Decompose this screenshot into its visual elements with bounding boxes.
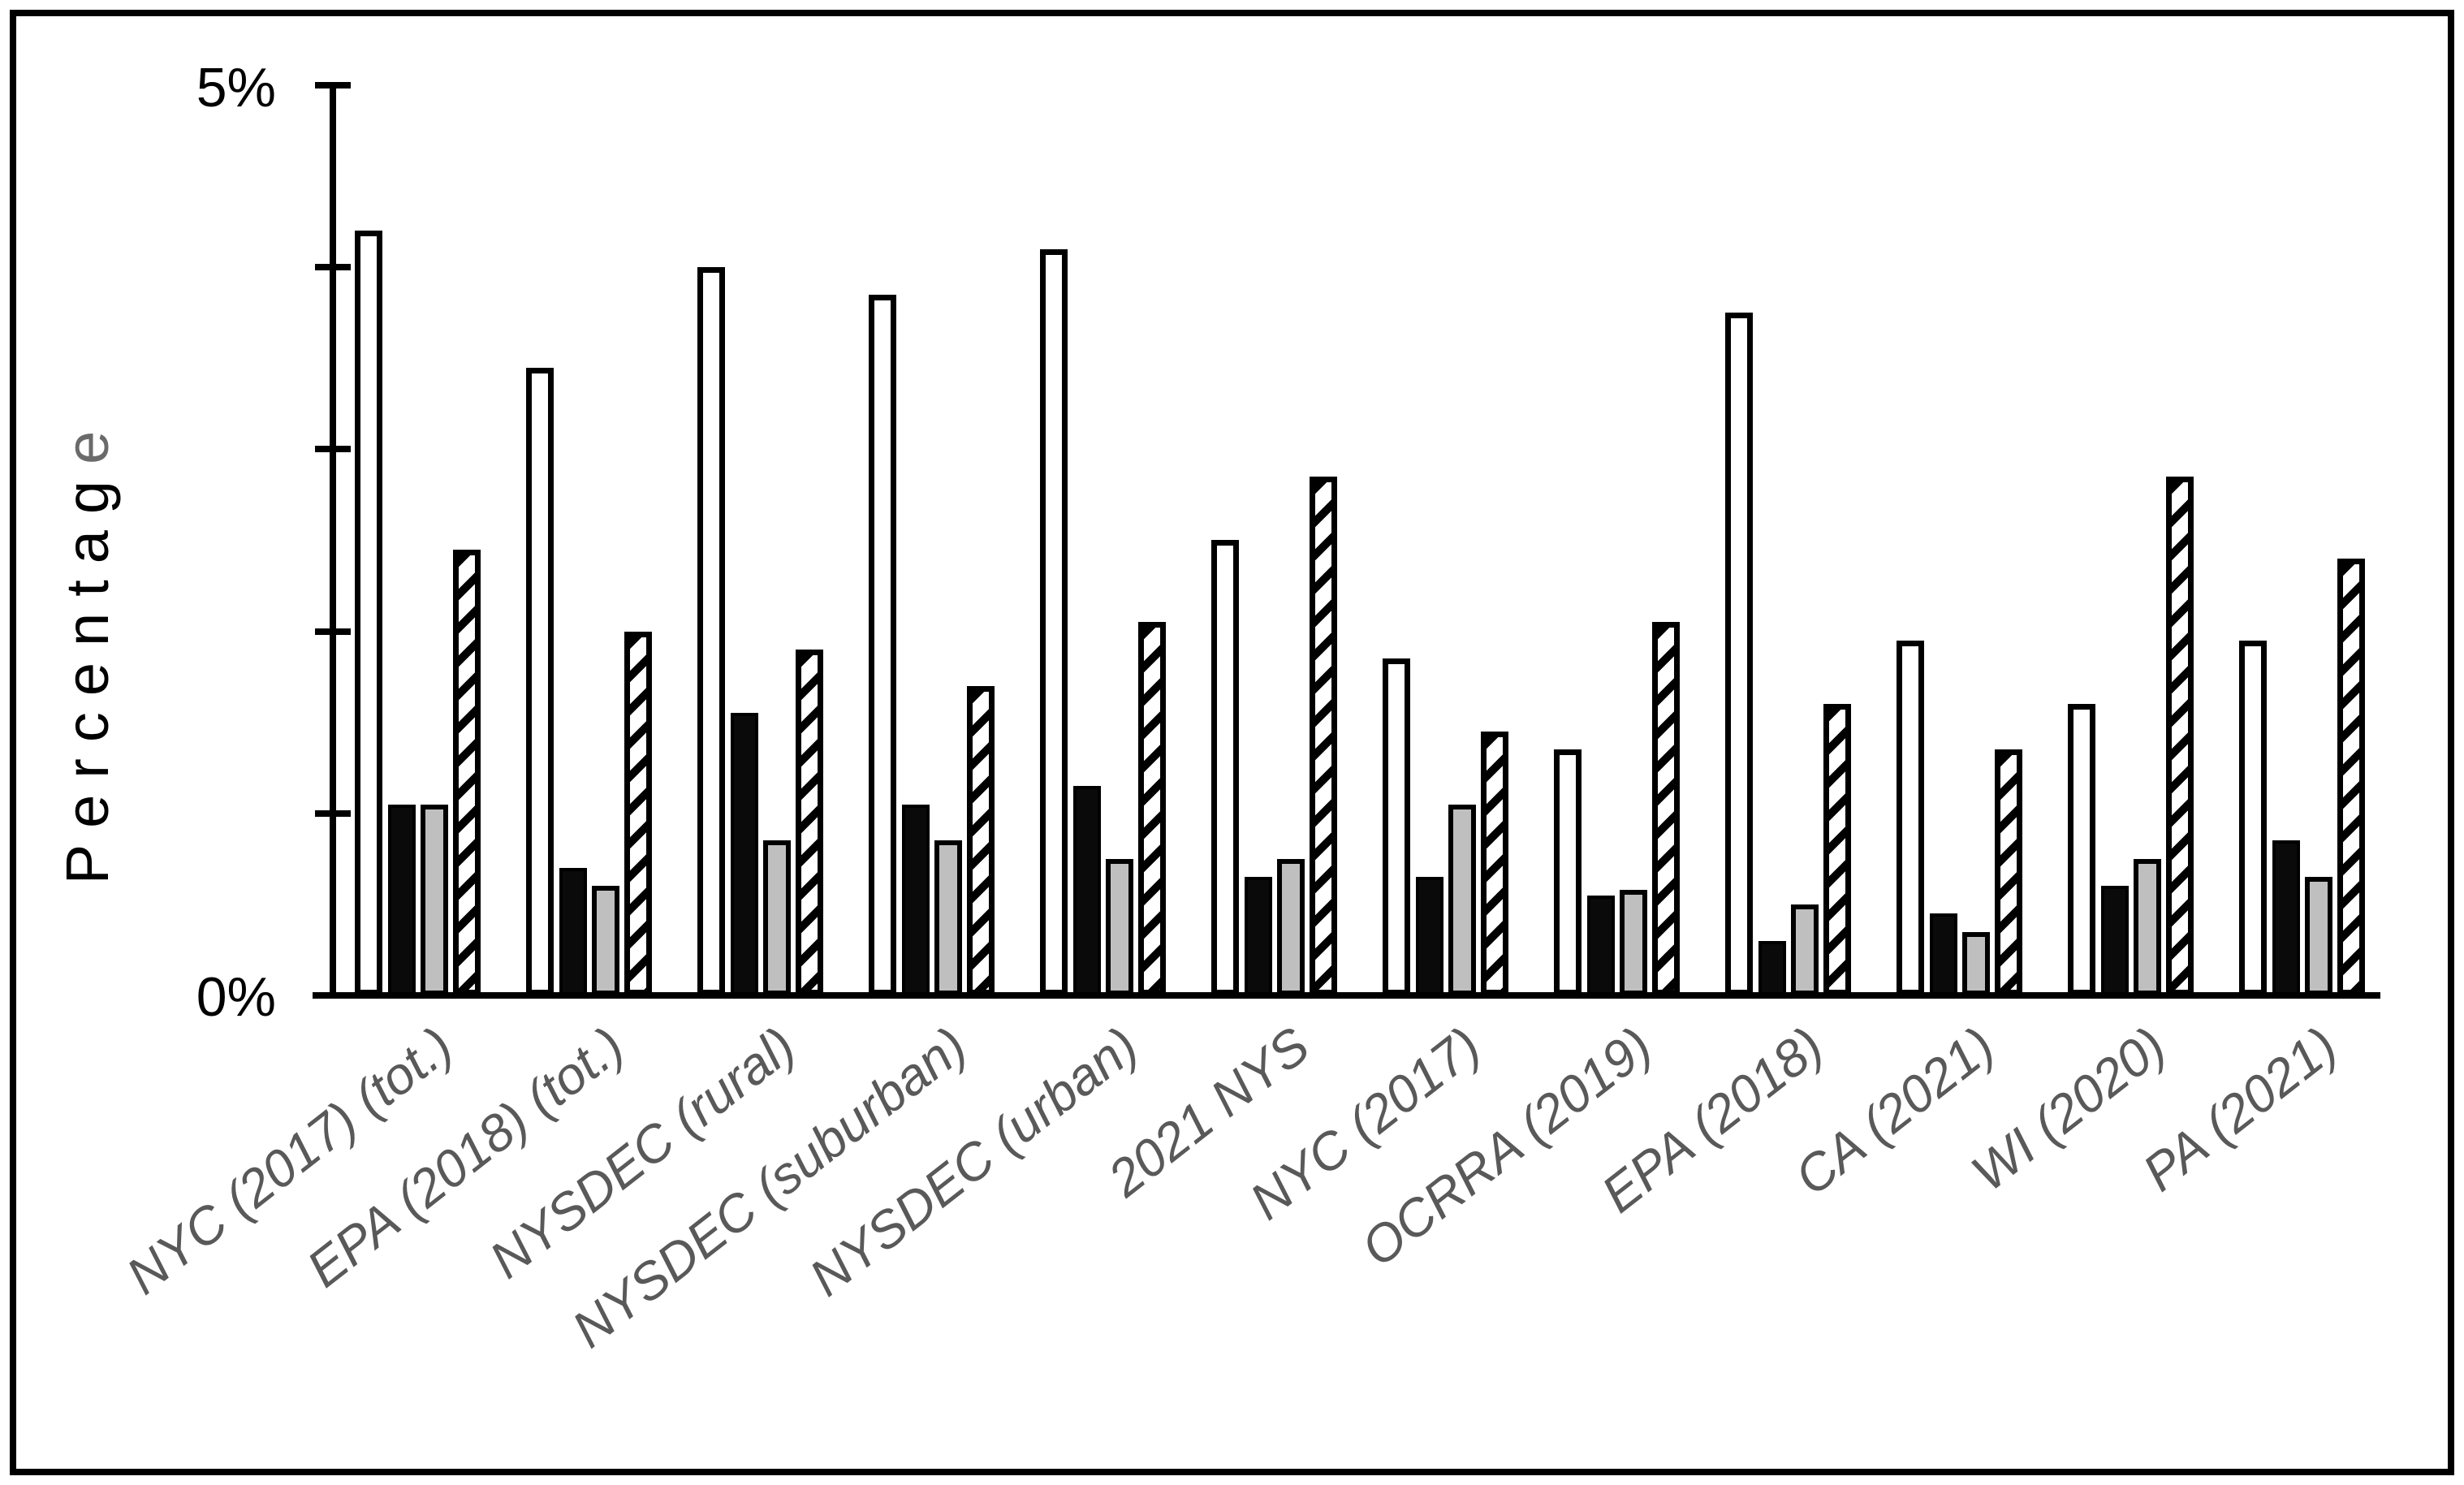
figure-border (10, 10, 2454, 1475)
y-axis-line (330, 82, 336, 999)
bar-white-group-12 (2239, 641, 2267, 995)
bar-black-group-11 (2101, 886, 2129, 995)
bar-hatched-group-2 (624, 632, 652, 995)
x-axis-line (313, 992, 2380, 999)
bar-white-group-11 (2068, 704, 2095, 995)
bar-hatched-group-3 (796, 650, 823, 995)
bar-black-group-7 (1416, 877, 1443, 995)
bar-hatched-group-9 (1823, 704, 1851, 995)
bar-white-group-3 (697, 267, 725, 995)
bar-hatched-group-10 (1995, 749, 2022, 995)
bar-gray-group-4 (934, 840, 962, 995)
bar-gray-group-12 (2305, 877, 2332, 995)
bar-black-group-12 (2272, 840, 2300, 995)
bar-black-group-9 (1758, 941, 1786, 995)
bar-gray-group-2 (592, 886, 619, 995)
y-tick-mark-1 (315, 809, 351, 817)
bar-white-group-5 (1040, 249, 1068, 995)
y-tick-label-5: 5% (196, 57, 276, 119)
y-tick-mark-4 (315, 264, 351, 271)
bar-white-group-1 (355, 231, 382, 995)
y-axis-title-last-letter: e (54, 414, 121, 464)
bar-hatched-group-12 (2337, 559, 2365, 995)
y-axis-title-main: Percentag (54, 464, 121, 885)
bar-white-group-9 (1725, 313, 1753, 995)
bar-white-group-6 (1211, 540, 1239, 995)
y-tick-mark-3 (315, 446, 351, 453)
bar-gray-group-11 (2134, 859, 2161, 995)
bar-gray-group-1 (421, 805, 448, 995)
bar-gray-group-5 (1106, 859, 1133, 995)
bar-gray-group-8 (1620, 890, 1647, 995)
bar-white-group-2 (526, 368, 554, 995)
bar-black-group-2 (559, 868, 587, 995)
y-tick-label-0: 0% (196, 966, 276, 1028)
bar-white-group-7 (1383, 658, 1410, 995)
y-tick-mark-2 (315, 628, 351, 635)
bar-black-group-5 (1073, 786, 1101, 995)
bar-gray-group-3 (763, 840, 791, 995)
bar-hatched-group-6 (1310, 477, 1337, 995)
bar-gray-group-6 (1277, 859, 1305, 995)
y-tick-mark-5 (315, 82, 351, 88)
bar-gray-group-10 (1962, 932, 1990, 995)
bar-hatched-group-8 (1652, 622, 1680, 995)
bar-black-group-6 (1245, 877, 1272, 995)
bar-black-group-8 (1587, 896, 1615, 995)
bar-white-group-4 (869, 295, 896, 995)
bar-hatched-group-7 (1481, 732, 1508, 995)
bar-hatched-group-1 (453, 550, 481, 995)
bar-black-group-4 (902, 805, 930, 995)
bar-hatched-group-11 (2166, 477, 2194, 995)
bar-hatched-group-4 (967, 686, 995, 995)
bar-black-group-1 (388, 805, 416, 995)
bar-black-group-3 (731, 713, 758, 995)
bar-white-group-10 (1897, 641, 1924, 995)
bar-white-group-8 (1554, 749, 1582, 995)
bar-hatched-group-5 (1138, 622, 1166, 995)
bar-black-group-10 (1930, 913, 1957, 995)
bar-gray-group-7 (1448, 805, 1476, 995)
y-axis-title: Percentage (54, 415, 121, 885)
bar-gray-group-9 (1791, 904, 1819, 995)
